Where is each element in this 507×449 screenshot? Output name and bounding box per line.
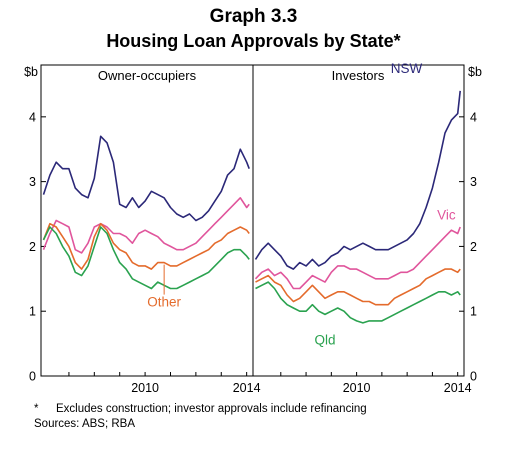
series-line-qld-owner-occupiers bbox=[42, 226, 250, 290]
series-line-vic-investors bbox=[254, 226, 461, 290]
x-tick-label: 2010 bbox=[343, 381, 371, 395]
chart-title: Housing Loan Approvals by State* bbox=[106, 31, 401, 51]
y-tick-label-right: 1 bbox=[470, 305, 477, 319]
y-tick-label-left: 2 bbox=[29, 240, 36, 254]
series-line-nsw-investors bbox=[254, 90, 461, 270]
series-label-other: Other bbox=[147, 295, 181, 310]
panel-title-owner-occupiers: Owner-occupiers bbox=[98, 68, 197, 83]
footnote: * Excludes construction; investor approva… bbox=[34, 402, 367, 417]
panel-title-investors: Investors bbox=[332, 68, 385, 83]
footnotes: * Excludes construction; investor approva… bbox=[34, 402, 367, 432]
x-tick-label: 2014 bbox=[444, 381, 472, 395]
right-unit-label: $b bbox=[468, 65, 482, 79]
series-line-nsw-owner-occupiers bbox=[42, 135, 250, 222]
y-tick-label-right: 0 bbox=[470, 370, 477, 384]
footnote-marker: * bbox=[34, 403, 39, 415]
series-label-vic: Vic bbox=[437, 207, 456, 222]
y-tick-label-left: 0 bbox=[29, 370, 36, 384]
x-tick-label: 2010 bbox=[131, 381, 159, 395]
y-tick-label-left: 3 bbox=[29, 175, 36, 189]
y-tick-label-left: 1 bbox=[29, 305, 36, 319]
y-tick-label-left: 4 bbox=[29, 110, 36, 124]
left-unit-label: $b bbox=[24, 65, 38, 79]
series-line-other-investors bbox=[255, 268, 461, 306]
series-line-qld-investors bbox=[255, 281, 461, 324]
series-line-vic-owner-occupiers bbox=[42, 197, 250, 254]
y-tick-label-right: 2 bbox=[470, 240, 477, 254]
series-label-nsw: NSW bbox=[391, 61, 423, 76]
series-line-other-owner-occupiers bbox=[42, 222, 250, 270]
footnote-text: Excludes construction; investor approval… bbox=[56, 403, 367, 415]
sources: Sources: ABS; RBA bbox=[34, 418, 135, 430]
series-label-qld: Qld bbox=[315, 332, 336, 347]
x-tick-label: 2014 bbox=[233, 381, 261, 395]
graph-number: Graph 3.3 bbox=[209, 6, 298, 27]
y-tick-label-right: 4 bbox=[470, 110, 477, 124]
y-tick-label-right: 3 bbox=[470, 175, 477, 189]
plot-frame bbox=[40, 64, 465, 377]
